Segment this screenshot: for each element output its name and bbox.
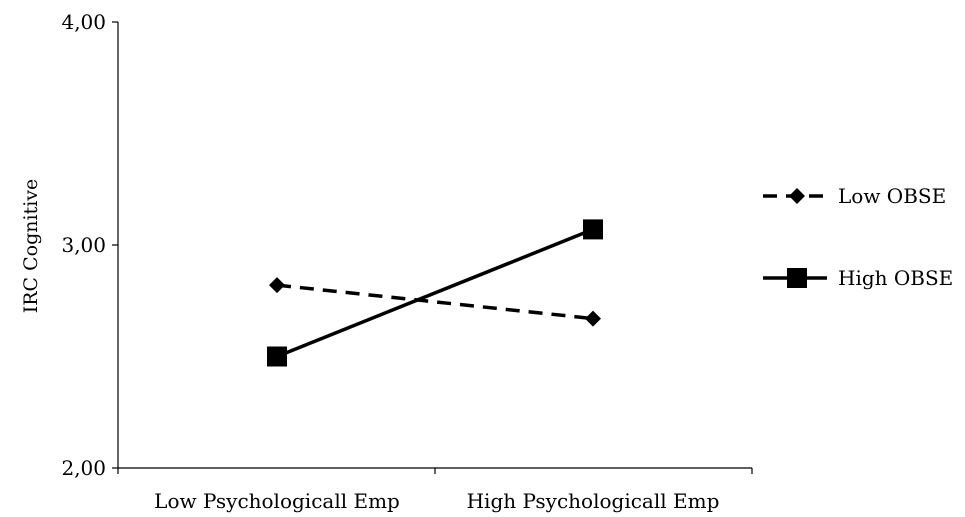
x-ticks: Low Psychologicall Emp High Psychological… (117, 468, 753, 513)
legend-swatch-marker (789, 188, 805, 204)
y-ticks: 2,00 3,00 4,00 (61, 10, 118, 480)
data-point-high-obse (267, 346, 287, 367)
axes (117, 22, 752, 469)
legend-label: High OBSE (838, 266, 953, 290)
data-point-low-obse (269, 277, 285, 294)
y-tick-label: 3,00 (61, 233, 106, 257)
legend-swatch-marker (787, 268, 807, 288)
series-layer (267, 219, 603, 367)
y-tick-label: 2,00 (61, 456, 106, 480)
series-high-obse (267, 219, 603, 367)
y-tick-label: 4,00 (61, 10, 106, 34)
y-axis-title: IRC Cognitive (20, 179, 42, 314)
series-line-high-obse (276, 227, 594, 359)
data-point-high-obse (583, 219, 603, 240)
series-low-obse (269, 277, 601, 327)
legend-label: Low OBSE (838, 184, 946, 208)
x-tick-label: High Psychologicall Emp (467, 489, 720, 513)
series-line-low-obse (276, 283, 594, 321)
x-tick-label: Low Psychologicall Emp (154, 489, 400, 513)
legend: Low OBSE High OBSE (763, 184, 953, 290)
legend-item-high-obse: High OBSE (763, 266, 953, 290)
legend-item-low-obse: Low OBSE (763, 184, 946, 208)
data-point-low-obse (585, 310, 601, 327)
